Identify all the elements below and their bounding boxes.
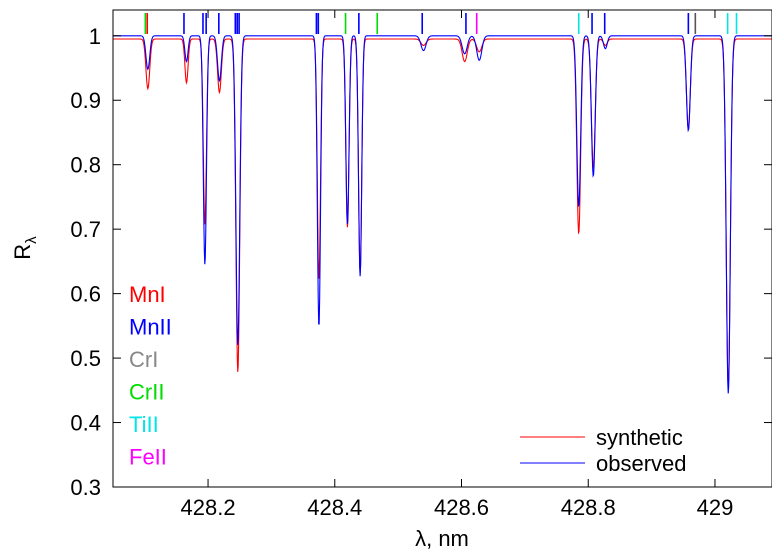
y-tick-label: 0.5 [70, 346, 101, 371]
element-label: MnII [129, 315, 172, 340]
y-axis-title-main: R [10, 244, 35, 260]
x-tick-label: 428.2 [181, 495, 236, 520]
element-label: TiII [129, 412, 159, 437]
y-axis-title: Rλ [10, 236, 40, 260]
x-tick-labels: 428.2 428.4 428.6 428.8 429 [181, 495, 734, 520]
series-observed-line [113, 35, 772, 394]
series-synthetic-line [113, 38, 772, 387]
x-tick-label: 428.6 [434, 495, 489, 520]
line-markers [144, 13, 738, 34]
y-tick-labels: 0.3 0.4 0.5 0.6 0.7 0.8 0.9 1 [70, 24, 101, 500]
y-axis-title-subscript: λ [23, 236, 40, 244]
y-tick-label: 0.7 [70, 217, 101, 242]
y-tick-label: 1 [89, 24, 101, 49]
plot-frame [112, 9, 772, 488]
x-axis-title: λ, nm [415, 526, 469, 551]
x-tick-label: 428.8 [561, 495, 616, 520]
element-labels: MnI MnII CrI CrII TiII FeII [129, 282, 172, 470]
legend-label-observed: observed [596, 451, 687, 476]
element-label: CrII [129, 380, 164, 405]
y-tick-label: 0.3 [70, 475, 101, 500]
x-tick-label: 428.4 [307, 495, 362, 520]
element-label: MnI [129, 282, 166, 307]
legend-label-synthetic: synthetic [596, 425, 683, 450]
y-tick-label: 0.9 [70, 88, 101, 113]
x-tick-label: 429 [697, 495, 734, 520]
y-tick-label: 0.6 [70, 282, 101, 307]
legend: synthetic observed [520, 425, 687, 476]
y-tick-label: 0.4 [70, 411, 101, 436]
y-tick-label: 0.8 [70, 153, 101, 178]
axis-ticks [113, 10, 772, 488]
series-layer [113, 35, 772, 394]
element-label: FeII [129, 445, 167, 470]
element-label: CrI [129, 347, 158, 372]
